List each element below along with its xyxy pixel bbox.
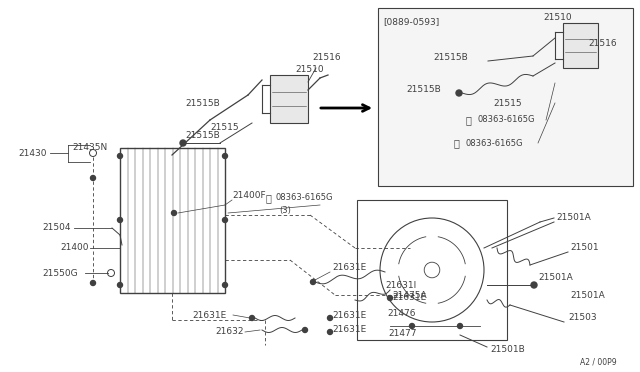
Text: 21501B: 21501B — [490, 346, 525, 355]
Text: 21501A: 21501A — [570, 291, 605, 299]
Circle shape — [250, 315, 255, 321]
Text: 21516: 21516 — [588, 38, 616, 48]
Circle shape — [310, 279, 316, 285]
Circle shape — [90, 176, 95, 180]
Text: 08363-6165G: 08363-6165G — [466, 138, 524, 148]
Text: 21501A: 21501A — [538, 273, 573, 282]
Text: 21515: 21515 — [210, 122, 239, 131]
Circle shape — [387, 295, 392, 301]
Circle shape — [328, 315, 333, 321]
Text: 21435N: 21435N — [72, 142, 108, 151]
Text: 21632: 21632 — [215, 327, 243, 337]
Text: 21475A: 21475A — [392, 291, 427, 299]
Circle shape — [90, 280, 95, 285]
Text: 08363-6165G: 08363-6165G — [478, 115, 536, 125]
Circle shape — [118, 218, 122, 222]
Text: A2 / 00P9: A2 / 00P9 — [580, 357, 616, 366]
Circle shape — [456, 90, 462, 96]
Text: 21631E: 21631E — [332, 326, 366, 334]
Text: 21501: 21501 — [570, 244, 598, 253]
Text: 21515B: 21515B — [406, 86, 441, 94]
Text: 21510: 21510 — [295, 65, 324, 74]
Text: 21501A: 21501A — [556, 214, 591, 222]
Text: 21400: 21400 — [60, 244, 88, 253]
Text: 21430: 21430 — [18, 148, 47, 157]
Bar — [356, 200, 508, 340]
Text: 21631E: 21631E — [332, 311, 366, 320]
Text: (3): (3) — [279, 205, 291, 215]
Circle shape — [172, 211, 177, 215]
Text: 21400F: 21400F — [232, 190, 266, 199]
Circle shape — [410, 324, 415, 328]
Bar — [378, 8, 633, 186]
Text: 21503: 21503 — [568, 314, 596, 323]
Text: Ⓢ: Ⓢ — [453, 138, 459, 148]
Bar — [563, 23, 598, 68]
Text: 21631E: 21631E — [392, 294, 426, 302]
Text: Ⓢ: Ⓢ — [265, 193, 271, 203]
Text: 21515B: 21515B — [185, 131, 220, 140]
Circle shape — [458, 324, 463, 328]
Text: 21515B: 21515B — [185, 99, 220, 108]
Text: 21631E: 21631E — [192, 311, 227, 320]
Text: Ⓢ: Ⓢ — [465, 115, 471, 125]
Circle shape — [180, 140, 186, 146]
Circle shape — [223, 154, 227, 158]
Text: 21550G: 21550G — [42, 269, 77, 278]
Bar — [270, 75, 308, 123]
Text: 21504: 21504 — [42, 224, 70, 232]
Text: 21631l: 21631l — [385, 280, 416, 289]
Text: 21515: 21515 — [493, 99, 522, 108]
Circle shape — [118, 282, 122, 288]
Text: 21477: 21477 — [388, 330, 417, 339]
Circle shape — [328, 330, 333, 334]
Text: 21510: 21510 — [543, 13, 572, 22]
Circle shape — [223, 218, 227, 222]
Bar — [120, 148, 225, 293]
Text: 21631E: 21631E — [332, 263, 366, 273]
Text: 21476: 21476 — [387, 310, 415, 318]
Text: [0889-0593]: [0889-0593] — [383, 17, 439, 26]
Text: 21516: 21516 — [312, 54, 340, 62]
Circle shape — [531, 282, 537, 288]
Circle shape — [223, 282, 227, 288]
Circle shape — [303, 327, 307, 333]
Text: 21515B: 21515B — [433, 54, 468, 62]
Text: 08363-6165G: 08363-6165G — [275, 193, 333, 202]
Circle shape — [118, 154, 122, 158]
